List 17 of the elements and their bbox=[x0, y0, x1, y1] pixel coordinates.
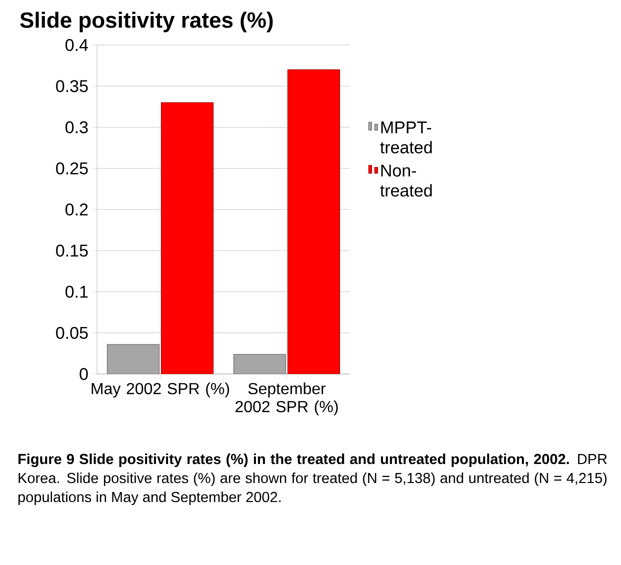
y-tick-label: 0.4 bbox=[66, 38, 88, 52]
y-tick-label: 0.15 bbox=[56, 244, 88, 257]
chart-title: Slide positivity rates (%) bbox=[20, 12, 273, 32]
y-tick-label: 0 bbox=[80, 368, 88, 380]
y-tick-label: 0.05 bbox=[56, 326, 88, 339]
y-tick-label: 0.25 bbox=[56, 162, 88, 174]
bar bbox=[287, 69, 340, 374]
x-tick-label: September 2002 SPR (%) bbox=[236, 382, 338, 416]
x-tick-label: May 2002 SPR (%) bbox=[92, 382, 230, 398]
y-tick-label: 0.35 bbox=[56, 80, 88, 92]
y-tick-label: 0.1 bbox=[66, 286, 88, 298]
text: Figure 9 Slide positivity rates (%) in the treated and untreated population, 2002. DPR Korea. Slide positive rates (%) are shown for treated (N = 5,138) and untreated (N = 4,215) populations in May and September 2002. bbox=[18, 454, 607, 506]
y-tick-label: 0.3 bbox=[66, 121, 88, 134]
legend-label: MPPT-treated bbox=[380, 122, 432, 154]
bar bbox=[160, 102, 214, 374]
legend-label: Non-treated bbox=[380, 164, 432, 197]
y-tick-label: 0.2 bbox=[66, 203, 88, 216]
